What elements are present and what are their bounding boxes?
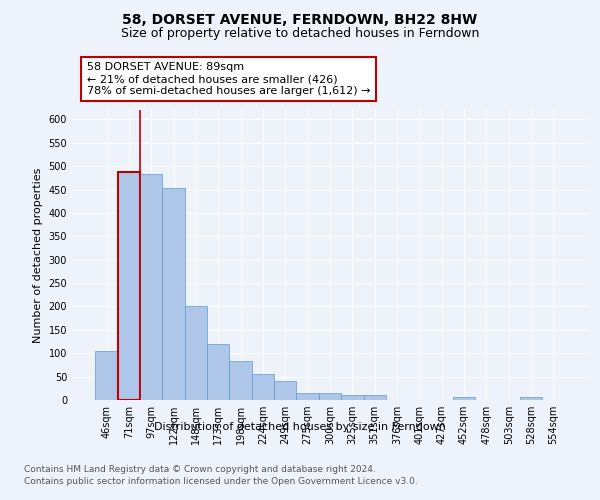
Bar (453, 396, 475, 400)
Bar (252, 374, 274, 400)
Bar (341, 396, 364, 400)
Bar (274, 382, 296, 400)
Bar (118, 172, 140, 400)
Bar (229, 361, 252, 400)
Text: Distribution of detached houses by size in Ferndown: Distribution of detached houses by size … (154, 422, 446, 432)
Bar (296, 393, 319, 400)
Bar (520, 396, 542, 400)
Bar (319, 394, 341, 400)
Text: 58, DORSET AVENUE, FERNDOWN, BH22 8HW: 58, DORSET AVENUE, FERNDOWN, BH22 8HW (122, 12, 478, 26)
Bar (140, 174, 163, 400)
Bar (163, 188, 185, 400)
Text: Size of property relative to detached houses in Ferndown: Size of property relative to detached ho… (121, 28, 479, 40)
Text: 58 DORSET AVENUE: 89sqm
← 21% of detached houses are smaller (426)
78% of semi-d: 58 DORSET AVENUE: 89sqm ← 21% of detache… (87, 62, 371, 96)
Text: Contains HM Land Registry data © Crown copyright and database right 2024.: Contains HM Land Registry data © Crown c… (24, 465, 376, 474)
Bar (364, 396, 386, 400)
Text: Contains public sector information licensed under the Open Government Licence v3: Contains public sector information licen… (24, 478, 418, 486)
Bar (207, 344, 229, 400)
Y-axis label: Number of detached properties: Number of detached properties (33, 168, 43, 342)
Bar (185, 306, 207, 400)
Bar (95, 351, 118, 400)
